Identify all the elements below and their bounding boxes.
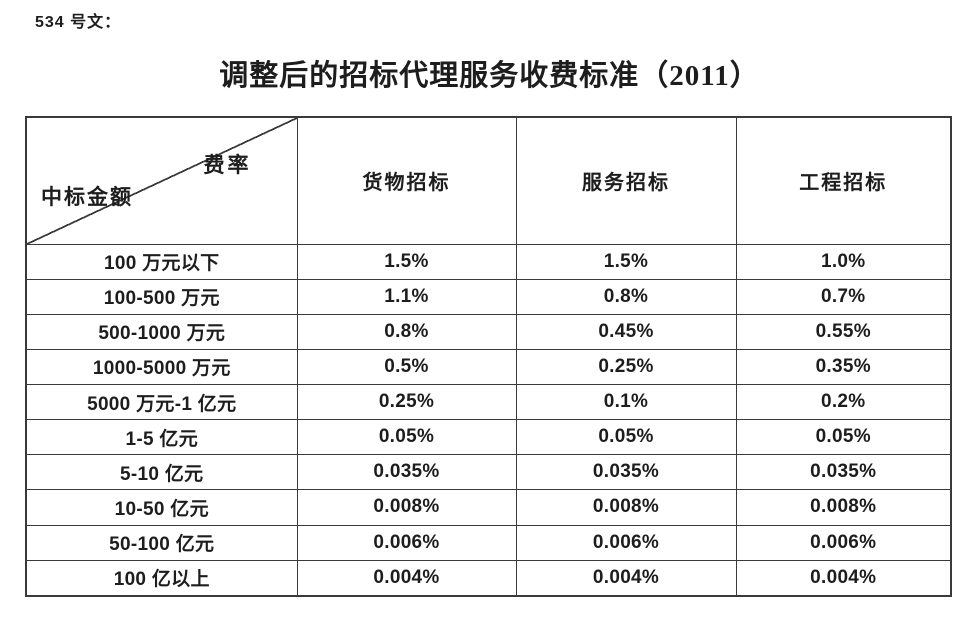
fee-value: 0.006%: [515, 524, 737, 561]
fee-value: 0.35%: [735, 348, 952, 386]
table-row: 50-100 亿元 0.006% 0.006% 0.006%: [25, 524, 952, 561]
column-header-2: 服务招标: [515, 116, 737, 245]
fee-value: 0.05%: [515, 419, 737, 456]
table-row: 5000 万元-1 亿元 0.25% 0.1% 0.2%: [25, 383, 952, 421]
fee-value: 0.1%: [515, 383, 737, 421]
fee-value: 1.5%: [515, 243, 737, 280]
row-label: 100 亿以上: [25, 559, 298, 597]
fee-value: 0.05%: [735, 419, 952, 456]
fee-value: 1.1%: [296, 278, 517, 315]
fee-value: 1.5%: [296, 243, 517, 280]
fee-value: 0.5%: [296, 348, 517, 386]
table-row: 100 亿以上 0.004% 0.004% 0.004%: [25, 559, 952, 597]
corner-label-bid-amount: 中标金额: [41, 184, 133, 209]
row-label: 100-500 万元: [25, 278, 298, 315]
row-label: 1000-5000 万元: [25, 348, 298, 386]
fee-value: 0.006%: [735, 524, 952, 561]
table-row: 1000-5000 万元 0.5% 0.25% 0.35%: [25, 348, 952, 386]
row-label: 50-100 亿元: [25, 524, 298, 561]
table-row: 100 万元以下 1.5% 1.5% 1.0%: [25, 243, 952, 280]
table-row: 5-10 亿元 0.035% 0.035% 0.035%: [25, 454, 952, 491]
fee-value: 0.55%: [735, 313, 952, 350]
fee-value: 0.006%: [296, 524, 517, 561]
fee-value: 0.035%: [735, 454, 952, 491]
diagonal-corner-cell: 费率 中标金额: [25, 116, 298, 245]
fee-value: 0.008%: [296, 489, 517, 526]
row-label: 500-1000 万元: [25, 313, 298, 350]
row-label: 5-10 亿元: [25, 454, 298, 491]
fee-value: 0.25%: [515, 348, 737, 386]
fee-value: 0.008%: [515, 489, 737, 526]
fee-value: 0.7%: [735, 278, 952, 315]
column-header-3: 工程招标: [735, 116, 952, 245]
fee-value: 0.8%: [296, 313, 517, 350]
fee-value: 0.008%: [735, 489, 952, 526]
fee-value: 0.25%: [296, 383, 517, 421]
table-body: 100 万元以下 1.5% 1.5% 1.0% 100-500 万元 1.1% 0.8% 0.…: [25, 243, 952, 597]
column-header-1: 货物招标: [296, 116, 517, 245]
document-number-label: 534 号文：: [35, 14, 122, 31]
header-row: 费率 中标金额 货物招标 服务招标 工程招标: [25, 116, 952, 245]
row-label: 10-50 亿元: [25, 489, 298, 526]
fee-rate-table: 费率 中标金额 货物招标 服务招标 工程招标 100 万元以下 1.5% 1.5% 1.0…: [25, 116, 952, 597]
fee-value: 0.2%: [735, 383, 952, 421]
fee-value: 0.004%: [296, 559, 517, 597]
row-label: 1-5 亿元: [25, 419, 298, 456]
fee-value: 0.035%: [515, 454, 737, 491]
fee-value: 0.8%: [515, 278, 737, 315]
fee-value: 1.0%: [735, 243, 952, 280]
fee-value: 0.45%: [515, 313, 737, 350]
fee-value: 0.05%: [296, 419, 517, 456]
row-label: 5000 万元-1 亿元: [25, 383, 298, 421]
row-label: 100 万元以下: [25, 243, 298, 280]
table-row: 100-500 万元 1.1% 0.8% 0.7%: [25, 278, 952, 315]
table-row: 500-1000 万元 0.8% 0.45% 0.55%: [25, 313, 952, 350]
table-row: 10-50 亿元 0.008% 0.008% 0.008%: [25, 489, 952, 526]
fee-value: 0.004%: [515, 559, 737, 597]
fee-value: 0.035%: [296, 454, 517, 491]
table-row: 1-5 亿元 0.05% 0.05% 0.05%: [25, 419, 952, 456]
page-title: 调整后的招标代理服务收费标准（2011）: [219, 60, 760, 92]
corner-label-fee-rate: 费率: [203, 153, 252, 177]
fee-value: 0.004%: [735, 559, 952, 597]
